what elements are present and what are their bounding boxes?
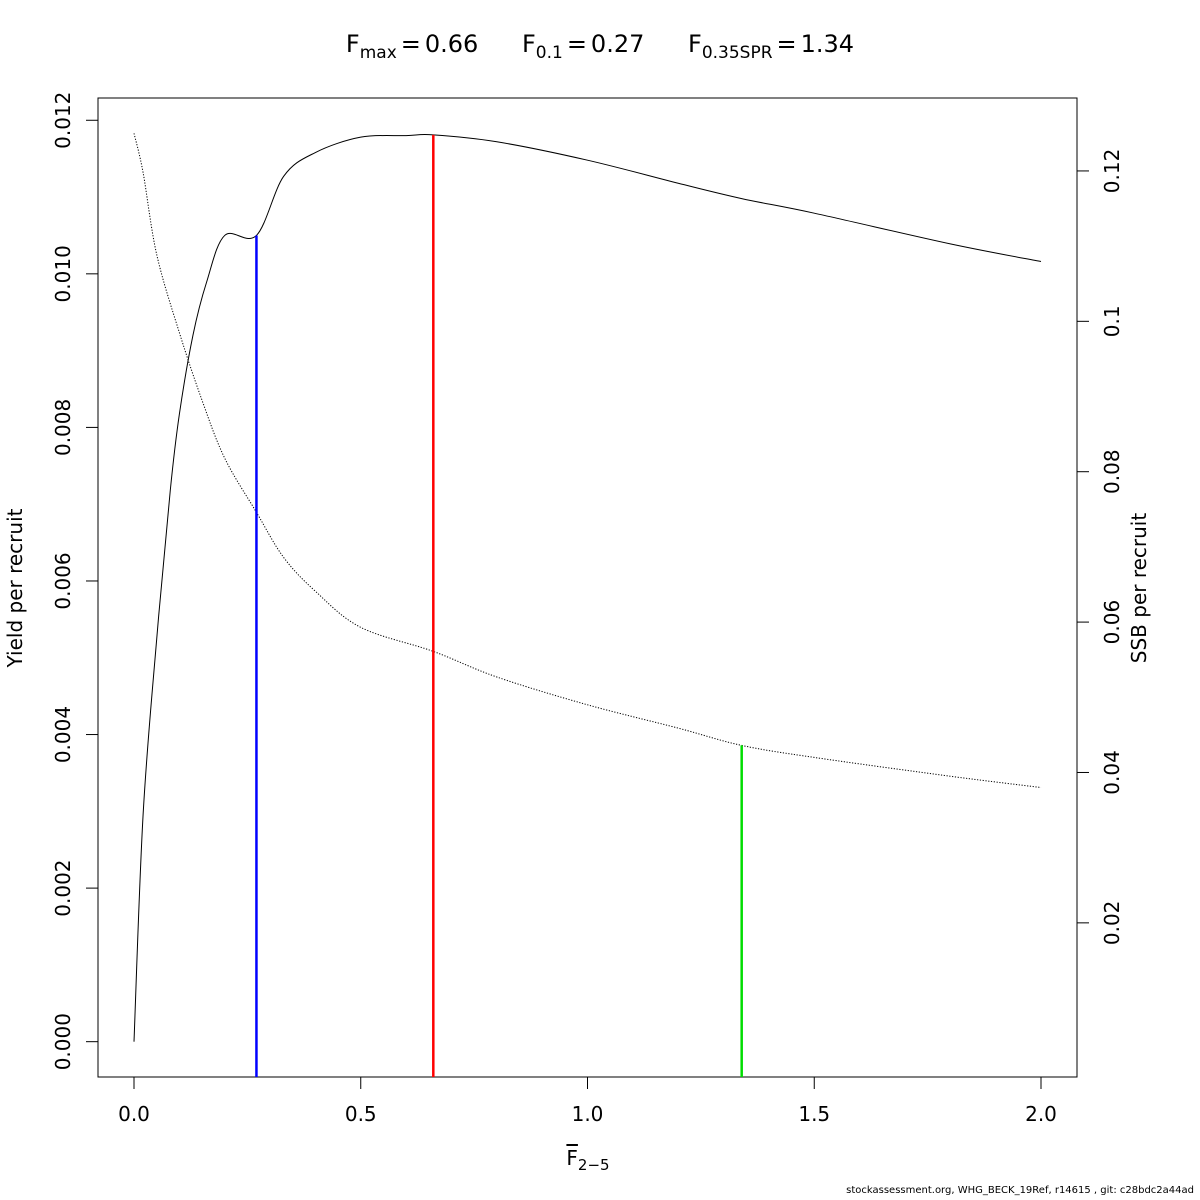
y-right-tick-label: 0.06	[1100, 600, 1124, 645]
y-right-axis-label: SSB per recruit	[1127, 513, 1151, 664]
x-tick-label: 1.0	[572, 1102, 604, 1126]
x-tick-label: 0.5	[345, 1102, 377, 1126]
plot-frame	[97, 97, 1078, 1078]
y-left-axis-label: Yield per recruit	[3, 508, 27, 668]
x-axis: 0.0 0.5 1.0 1.5 2.0	[118, 1076, 1057, 1126]
y-right-tick-label: 0.02	[1100, 901, 1124, 946]
f01-label: F0.1 = 0.27	[521, 30, 645, 63]
x-axis-label: F2−5	[566, 1146, 610, 1174]
x-tick-label: 0.0	[118, 1102, 150, 1126]
reference-lines	[255, 134, 743, 1077]
f035spr-label: F0.35SPR = 1.34	[688, 30, 855, 63]
y-right-tick-label: 0.1	[1100, 305, 1124, 337]
y-left-tick-label: 0.012	[51, 92, 75, 149]
y-left-tick-label: 0.008	[51, 399, 75, 456]
y-left-tick-label: 0.000	[51, 1013, 75, 1070]
chart-title: Fmax = 0.66 F0.1 = 0.27 F0.35SPR = 1.34	[0, 30, 1200, 63]
y-right-tick-label: 0.12	[1100, 149, 1124, 194]
y-left-tick-label: 0.010	[51, 245, 75, 302]
x-tick-label: 2.0	[1025, 1102, 1057, 1126]
footer-credit: stockassessment.org, WHG_BECK_19Ref, r14…	[846, 1185, 1194, 1196]
y-right-tick-label: 0.04	[1100, 750, 1124, 795]
ssb-per-recruit-curve	[133, 133, 1042, 789]
y-left-tick-label: 0.004	[51, 706, 75, 763]
x-tick-label: 1.5	[798, 1102, 830, 1126]
fmax-label: Fmax = 0.66	[345, 30, 479, 63]
y-right-axis: 0.02 0.04 0.06 0.08 0.1 0.12	[1077, 149, 1124, 945]
yield-per-recruit-curve	[133, 133, 1042, 1042]
y-left-tick-label: 0.006	[51, 552, 75, 609]
y-right-tick-label: 0.08	[1100, 449, 1124, 494]
y-left-axis: 0.000 0.002 0.004 0.006 0.008 0.010 0.012	[51, 92, 98, 1070]
curves	[133, 133, 1042, 1042]
y-left-tick-label: 0.002	[51, 859, 75, 916]
